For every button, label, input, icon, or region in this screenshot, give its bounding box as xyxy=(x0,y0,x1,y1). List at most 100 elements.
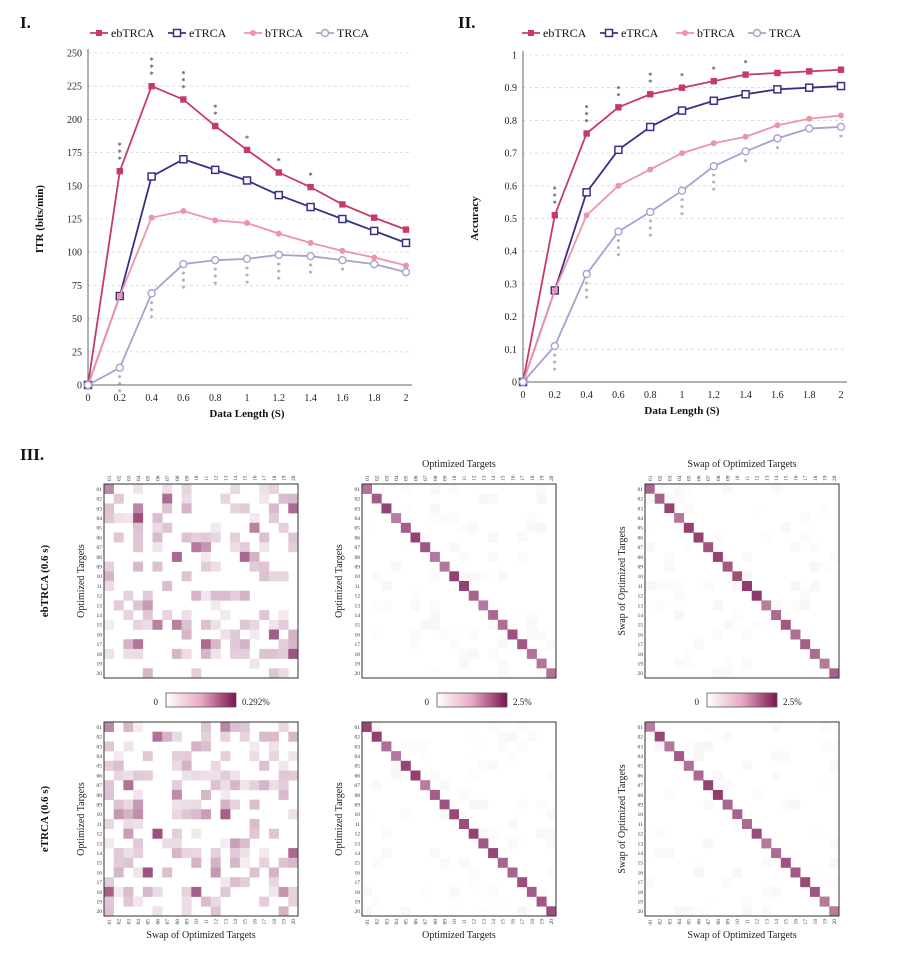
heatmap-cell xyxy=(152,532,163,543)
heatmap-cell xyxy=(162,838,173,849)
data-point-eTRCA xyxy=(836,81,846,91)
colorbar-max-label: 0.292% xyxy=(242,697,270,707)
heatmap-col-tick: 18 xyxy=(272,475,278,481)
heatmap-cell xyxy=(381,600,392,611)
heatmap-cell xyxy=(400,484,411,494)
heatmap-cell xyxy=(191,809,202,820)
data-point-TRCA xyxy=(582,269,591,279)
heatmap-cell xyxy=(133,848,144,859)
heatmap-cell xyxy=(683,906,694,917)
heatmap-row-tick: 09 xyxy=(97,802,103,808)
heatmap-cell xyxy=(468,648,479,659)
row-label-ebtrca: ebTRCA (0.6 s) xyxy=(39,544,51,617)
heatmap-cell xyxy=(771,600,782,611)
heatmap-row-tick: 19 xyxy=(355,899,361,905)
heatmap-cell xyxy=(123,722,134,732)
significance-marker: *** xyxy=(648,218,652,241)
heatmap-cell xyxy=(230,484,241,494)
heatmap-cell xyxy=(381,828,392,839)
heatmap-cell xyxy=(152,542,163,553)
heatmap-cell xyxy=(249,658,260,669)
heatmap-col-tick: 01 xyxy=(365,475,371,481)
heatmap-row-tick: 04 xyxy=(355,516,361,522)
heatmap-row-tick: 06 xyxy=(355,535,361,541)
heatmap-cell xyxy=(819,780,830,791)
heatmap-col-tick: 08 xyxy=(175,475,181,481)
heatmap-cell xyxy=(780,857,791,868)
heatmap-cell xyxy=(546,770,557,781)
heatmap-cell xyxy=(371,600,382,611)
heatmap-cell xyxy=(113,809,124,820)
heatmap-row-tick: 07 xyxy=(97,545,103,551)
confusion-heatmaps: 0101020203030404050506060707080809091010… xyxy=(39,459,840,941)
heatmap-cell xyxy=(790,600,801,611)
heatmap-panel: 0101020203030404050506060707080809091010… xyxy=(334,721,557,941)
heatmap-cell xyxy=(478,760,489,771)
heatmap-cell xyxy=(780,799,791,810)
heatmap-cell xyxy=(712,551,723,562)
data-point-eTRCA xyxy=(582,188,591,197)
heatmap-col-tick: 03 xyxy=(126,475,132,481)
significance-marker: *** xyxy=(245,265,249,288)
x-tick-label: 1 xyxy=(680,390,685,401)
x-tick-label: 0 xyxy=(521,390,526,401)
heatmap-row-tick: 04 xyxy=(638,516,644,522)
heatmap-cell xyxy=(249,828,260,839)
heatmap-col-tick: 08 xyxy=(175,919,181,925)
heatmap-cell xyxy=(674,581,685,591)
data-point-TRCA xyxy=(550,341,559,351)
heatmap-cell xyxy=(507,838,518,849)
data-point-bTRCA xyxy=(403,262,409,269)
heatmap-cell xyxy=(693,867,704,878)
x-tick-label: 1.2 xyxy=(708,390,721,401)
heatmap-col-tick: 16 xyxy=(510,475,516,481)
heatmap-row-tick: 04 xyxy=(355,754,361,760)
heatmap-col-tick: 16 xyxy=(510,919,516,925)
heatmap-cell xyxy=(488,600,499,611)
heatmap-row-tick: 11 xyxy=(355,822,361,828)
heatmap-cell xyxy=(732,610,743,621)
heatmap-row-tick: 14 xyxy=(355,851,361,857)
heatmap-col-tick: 11 xyxy=(204,919,210,925)
heatmap-cell xyxy=(278,493,289,504)
heatmap-cell xyxy=(674,493,685,504)
heatmap-cell xyxy=(703,722,714,732)
heatmap-cell xyxy=(220,493,231,504)
heatmap-cell xyxy=(171,838,182,849)
heatmap-cell xyxy=(239,722,250,732)
heatmap-cell xyxy=(191,668,202,679)
data-point-bTRCA xyxy=(551,287,558,294)
heatmap-cell xyxy=(693,857,704,868)
x-tick-label: 1.2 xyxy=(273,393,286,404)
data-point-ebTRCA xyxy=(615,104,622,111)
heatmap-cell xyxy=(410,600,421,611)
heatmap-cell xyxy=(288,896,299,907)
heatmap-cell xyxy=(268,668,279,679)
heatmap-cell xyxy=(239,590,250,601)
significance-marker: * xyxy=(744,157,748,166)
heatmap-col-tick: 01 xyxy=(107,475,113,481)
heatmap-cell xyxy=(171,809,182,820)
heatmap-row-tick: 12 xyxy=(355,594,361,600)
heatmap-cell xyxy=(420,780,431,791)
heatmap-cell xyxy=(181,886,192,897)
y-tick-label: 1 xyxy=(512,51,517,62)
heatmap-row-tick: 05 xyxy=(355,764,361,770)
heatmap-cell xyxy=(142,770,153,781)
heatmap-cell xyxy=(526,619,537,630)
heatmap-row-tick: 15 xyxy=(638,861,644,867)
heatmap-cell xyxy=(123,857,134,868)
significance-marker: * xyxy=(340,266,344,275)
heatmap-cell xyxy=(278,906,289,917)
heatmap-cell xyxy=(259,848,270,859)
heatmap-cell xyxy=(288,542,299,553)
heatmap-cell xyxy=(683,741,694,752)
heatmap-ylabel: Optimized Targets xyxy=(334,544,345,618)
heatmap-cell xyxy=(459,581,469,591)
significance-marker: *** xyxy=(616,238,620,261)
heatmap-cell xyxy=(362,522,372,533)
heatmap-cell xyxy=(429,513,440,524)
heatmap-cell xyxy=(201,789,211,800)
legend-entry-ebTRCA: ebTRCA xyxy=(111,26,155,40)
heatmap-col-tick: 18 xyxy=(813,475,819,481)
